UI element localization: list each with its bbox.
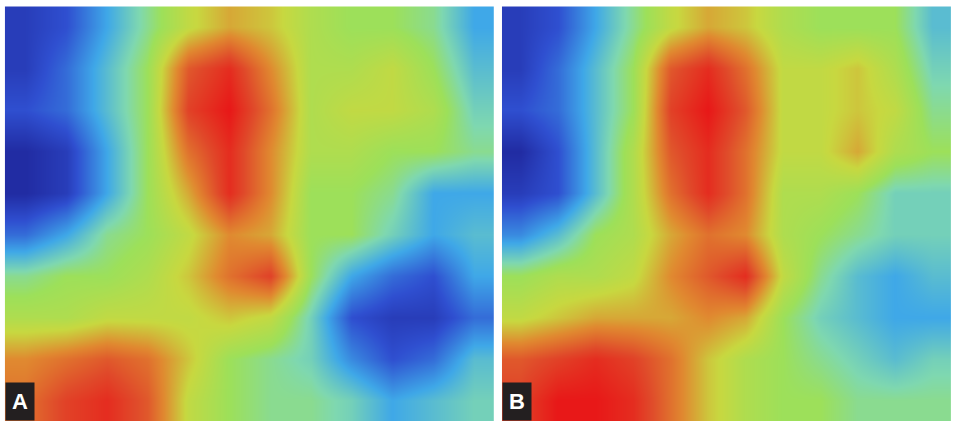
svg-text:B: B — [509, 389, 525, 414]
svg-text:A: A — [12, 389, 28, 414]
